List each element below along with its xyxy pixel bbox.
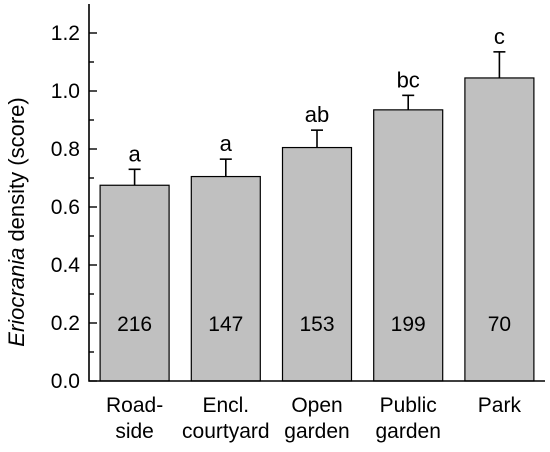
y-tick-label: 1.2 <box>51 22 80 45</box>
bar <box>281 146 353 382</box>
sample-size-label: 147 <box>208 313 243 336</box>
bars: a 216 a 147 ab 153 bc 199 c 70 <box>99 24 535 382</box>
x-tick-label: Encl. <box>202 394 249 417</box>
y-axis-ticks: 0.0 0.2 0.4 0.6 0.8 1.0 1.2 <box>51 22 97 393</box>
y-axis-label-italic: Eriocrania <box>4 248 29 347</box>
svg-text:Eriocrania density (score): Eriocrania density (score) <box>4 97 29 346</box>
y-tick-label: 0.0 <box>51 370 80 393</box>
sample-size-label: 199 <box>391 313 426 336</box>
x-tick-label: courtyard <box>182 420 270 443</box>
x-tick-label: side <box>115 420 154 443</box>
significance-letter: bc <box>397 67 420 92</box>
y-tick-label: 1.0 <box>51 80 80 103</box>
sample-size-label: 70 <box>488 313 511 336</box>
significance-letter: a <box>220 131 233 156</box>
significance-letter: c <box>494 24 505 49</box>
significance-letter: a <box>128 141 141 166</box>
y-axis-label-rest: density (score) <box>4 97 29 247</box>
x-tick-label: garden <box>284 420 349 443</box>
y-tick-label: 0.6 <box>51 196 80 219</box>
sample-size-label: 153 <box>299 313 334 336</box>
x-tick-label: Road- <box>106 394 163 417</box>
x-tick-label: Public <box>380 394 437 417</box>
x-tick-label: garden <box>376 420 441 443</box>
axis-frame <box>88 4 545 382</box>
bar <box>464 77 535 382</box>
sample-size-label: 216 <box>117 313 152 336</box>
bar <box>99 184 170 382</box>
significance-letter: ab <box>305 102 329 127</box>
x-axis-tick-labels: Road-side Encl. courtyard Open garden Public g… <box>106 394 521 443</box>
y-axis-label: Eriocrania density (score) <box>4 97 29 346</box>
bar <box>373 109 444 382</box>
y-tick-label: 0.8 <box>51 138 80 161</box>
x-tick-label: Park <box>478 394 522 417</box>
y-tick-label: 0.2 <box>51 312 80 335</box>
bar <box>190 175 261 382</box>
y-tick-label: 0.4 <box>51 254 81 277</box>
x-tick-label: Open <box>291 394 342 417</box>
